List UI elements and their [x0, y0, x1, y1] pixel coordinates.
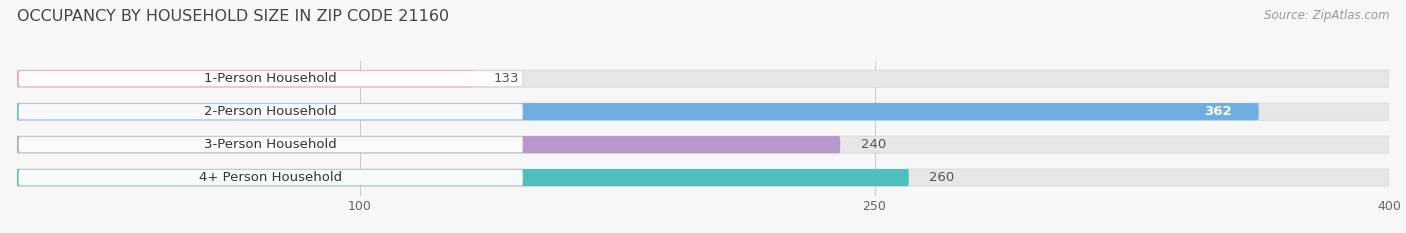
FancyBboxPatch shape [18, 71, 523, 87]
FancyBboxPatch shape [17, 136, 841, 153]
Text: 2-Person Household: 2-Person Household [204, 105, 337, 118]
Text: Source: ZipAtlas.com: Source: ZipAtlas.com [1264, 9, 1389, 22]
FancyBboxPatch shape [17, 70, 1389, 87]
Text: 3-Person Household: 3-Person Household [204, 138, 337, 151]
FancyBboxPatch shape [17, 70, 474, 87]
Text: 4+ Person Household: 4+ Person Household [200, 171, 342, 184]
FancyBboxPatch shape [17, 103, 1258, 120]
FancyBboxPatch shape [17, 169, 1389, 186]
FancyBboxPatch shape [17, 169, 908, 186]
Text: 1-Person Household: 1-Person Household [204, 72, 337, 85]
FancyBboxPatch shape [18, 170, 523, 185]
Text: 362: 362 [1204, 105, 1232, 118]
FancyBboxPatch shape [18, 137, 523, 153]
Text: 133: 133 [494, 72, 519, 85]
Text: 260: 260 [929, 171, 955, 184]
FancyBboxPatch shape [17, 136, 1389, 153]
Text: OCCUPANCY BY HOUSEHOLD SIZE IN ZIP CODE 21160: OCCUPANCY BY HOUSEHOLD SIZE IN ZIP CODE … [17, 9, 449, 24]
FancyBboxPatch shape [17, 103, 1389, 120]
FancyBboxPatch shape [18, 104, 523, 120]
Text: 240: 240 [860, 138, 886, 151]
